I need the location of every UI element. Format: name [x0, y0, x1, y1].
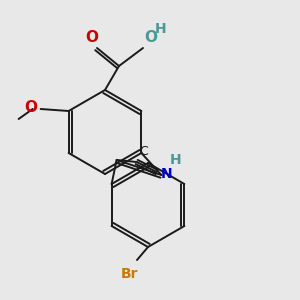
Text: C: C — [140, 145, 148, 158]
Text: N: N — [160, 167, 172, 181]
Text: H: H — [155, 22, 166, 36]
Text: O: O — [144, 30, 157, 45]
Text: H: H — [169, 153, 181, 167]
Text: Br: Br — [121, 267, 139, 281]
Text: O: O — [85, 30, 98, 45]
Text: O: O — [25, 100, 38, 116]
